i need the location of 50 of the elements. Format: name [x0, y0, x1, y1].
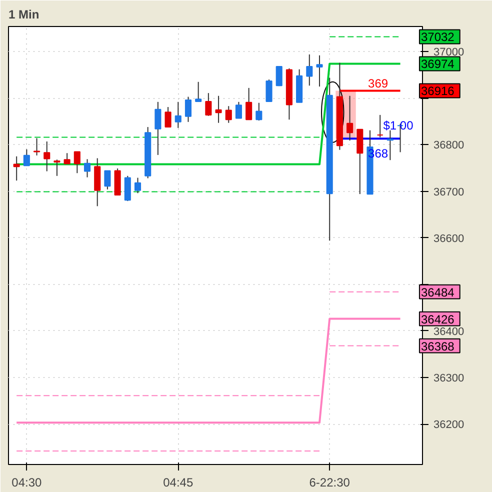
candlestick [164, 106, 172, 128]
candlestick [376, 114, 384, 138]
annotation: $1 00 [383, 118, 414, 133]
candlestick [124, 175, 131, 202]
candlestick [346, 95, 354, 142]
candlestick [195, 81, 202, 102]
candlestick [74, 151, 80, 174]
candlestick [184, 96, 192, 122]
candlestick [54, 159, 60, 176]
x-tick-label: 04:45 [163, 476, 194, 490]
y-tick-label: 36200 [434, 419, 464, 432]
candlestick [13, 156, 20, 182]
data-label: 36974 [420, 57, 455, 72]
candlestick [306, 54, 313, 86]
y-tick-label: 36700 [434, 186, 464, 198]
candlestick [84, 158, 91, 178]
x-tick-label: 6-22:30 [309, 476, 350, 490]
y-tick-label: 36400 [434, 326, 464, 338]
data-label: 36484 [420, 285, 455, 300]
candlestick [266, 79, 272, 102]
candlestick [33, 138, 40, 156]
y-tick-label: 36800 [434, 140, 464, 152]
candlestick [205, 92, 212, 116]
candlestick [235, 101, 242, 119]
candlestick [44, 140, 50, 172]
candlestick [316, 54, 323, 88]
candlestick [256, 102, 262, 122]
candlestick [215, 95, 222, 124]
candlestick [104, 170, 111, 190]
x-tick-label: 04:30 [12, 476, 42, 490]
chart-title: 1 Min [8, 8, 40, 22]
candlestick [386, 130, 394, 161]
candlestick [154, 101, 162, 156]
candlestick [23, 148, 30, 166]
candlestick [246, 87, 252, 120]
candlestick [356, 128, 364, 195]
y-tick-label: 36300 [434, 372, 464, 384]
candlestick [94, 158, 101, 207]
candlestick [225, 106, 232, 124]
candlestick [64, 152, 70, 164]
candlestick [134, 177, 142, 194]
y-tick-label: 37000 [434, 46, 464, 59]
data-label: 36368 [420, 339, 455, 354]
candlestick [276, 66, 282, 87]
data-label: 37032 [420, 30, 455, 44]
data-label: 36426 [420, 312, 455, 326]
annotation: 369 [368, 76, 388, 91]
y-tick-label: 36600 [434, 232, 464, 245]
candlestick [174, 101, 182, 128]
data-label: 36916 [420, 84, 455, 98]
